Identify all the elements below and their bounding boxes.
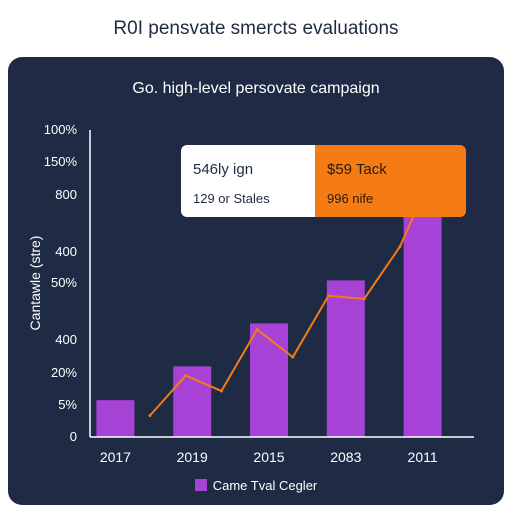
y-tick-label: 20%: [51, 365, 77, 380]
callout-right-title: $59 Tack: [327, 161, 387, 178]
callout-right-subtitle: 996 nife: [327, 191, 374, 206]
y-axis-label: Cantawle (stre): [27, 236, 43, 331]
y-tick-label: 50%: [51, 275, 77, 290]
legend-label: Came Tval Cegler: [212, 478, 318, 493]
y-tick-label: 800: [55, 187, 77, 202]
y-tick-label: 150%: [44, 154, 78, 169]
page-title: R0I pensvate smercts evaluations: [113, 18, 399, 39]
trend-point: [327, 294, 330, 298]
y-tick-label: 100%: [44, 122, 78, 137]
callout-left-title: 546ly ign: [193, 161, 254, 178]
legend-swatch: [194, 479, 207, 491]
bar: [326, 280, 365, 437]
y-tick-label: 5%: [58, 397, 77, 412]
x-tick-label: 2019: [177, 449, 208, 465]
y-tick-label: 0: [70, 429, 77, 444]
x-tick-label: 2017: [100, 449, 131, 465]
x-tick-label: 2015: [253, 449, 284, 465]
callout-box-left: 546ly ign 129 or Stales: [181, 145, 315, 217]
trend-point: [398, 245, 402, 249]
trend-point: [291, 355, 295, 359]
callout-box-right: $59 Tack 996 nife: [315, 145, 466, 217]
bar: [250, 323, 288, 437]
x-tick-label: 2011: [408, 449, 438, 465]
chart-subtitle: Go. high-level persovate campaign: [132, 80, 380, 97]
trend-point: [362, 297, 366, 301]
bar: [96, 400, 135, 437]
trend-point: [219, 389, 223, 393]
trend-point: [255, 328, 259, 332]
y-tick-label: 400: [55, 244, 77, 259]
trend-point: [148, 414, 152, 418]
bar: [403, 203, 442, 437]
y-tick-label: 400: [55, 332, 77, 347]
chart-legend: Came Tval Cegler: [0, 478, 512, 493]
bar: [173, 366, 212, 437]
x-tick-label: 2083: [330, 449, 361, 465]
callout-left-subtitle: 129 or Stales: [193, 191, 270, 206]
trend-point: [184, 374, 188, 378]
